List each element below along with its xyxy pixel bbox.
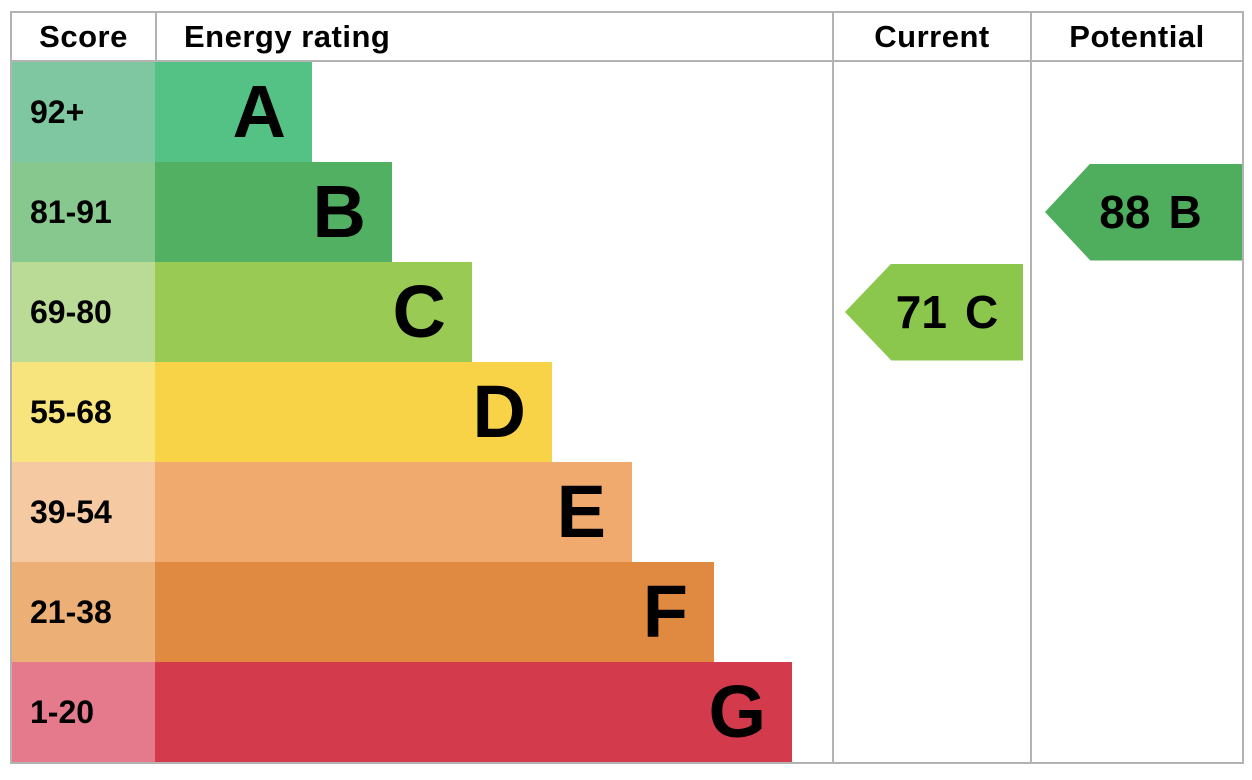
header-row: Score Energy rating Current Potential xyxy=(12,13,1242,62)
current-score-value: 71 xyxy=(895,286,947,338)
band-row-b: 81-91 B 88 B xyxy=(12,162,1242,262)
rating-letter-b: B xyxy=(312,170,366,253)
rating-bar-b: B xyxy=(155,162,392,262)
band-row-e: 39-54 E xyxy=(12,462,1242,562)
potential-cell-a xyxy=(1030,62,1242,162)
rating-bar-c: C xyxy=(155,262,472,362)
score-range-f: 21-38 xyxy=(12,562,155,662)
score-range-e: 39-54 xyxy=(12,462,155,562)
potential-score-value: 88 xyxy=(1099,186,1151,238)
score-range-c: 69-80 xyxy=(12,262,155,362)
energy-rating-column-header: Energy rating xyxy=(155,13,832,60)
rating-bar-g: G xyxy=(155,662,792,762)
rating-cell-c: C xyxy=(155,262,832,362)
potential-band-letter: B xyxy=(1168,186,1202,238)
score-range-g: 1-20 xyxy=(12,662,155,762)
current-cell-e xyxy=(832,462,1030,562)
rating-bar-e: E xyxy=(155,462,632,562)
potential-column-header: Potential xyxy=(1030,13,1242,60)
rating-cell-g: G xyxy=(155,662,832,762)
score-range-a: 92+ xyxy=(12,62,155,162)
rating-letter-g: G xyxy=(708,670,766,753)
current-cell-a xyxy=(832,62,1030,162)
band-row-d: 55-68 D xyxy=(12,362,1242,462)
rating-cell-e: E xyxy=(155,462,832,562)
score-column-header: Score xyxy=(39,18,128,54)
epc-rating-chart: Score Energy rating Current Potential 92… xyxy=(10,11,1244,764)
current-column-header: Current xyxy=(832,13,1030,60)
band-row-c: 69-80 C 71 C xyxy=(12,262,1242,362)
potential-cell-b: 88 B xyxy=(1030,162,1242,262)
current-cell-g xyxy=(832,662,1030,762)
rating-cell-b: B xyxy=(155,162,832,262)
current-rating-arrow: 71 C xyxy=(845,263,1023,361)
current-cell-b xyxy=(832,162,1030,262)
current-cell-d xyxy=(832,362,1030,462)
rating-letter-a: A xyxy=(232,70,286,153)
band-row-a: 92+ A xyxy=(12,62,1242,162)
current-band-letter: C xyxy=(964,286,999,338)
potential-cell-d xyxy=(1030,362,1242,462)
potential-cell-f xyxy=(1030,562,1242,662)
rating-cell-a: A xyxy=(155,62,832,162)
current-cell-c: 71 C xyxy=(832,262,1030,362)
rating-bar-d: D xyxy=(155,362,552,462)
potential-rating-arrow: 88 B xyxy=(1045,163,1242,261)
score-range-d: 55-68 xyxy=(12,362,155,462)
rating-letter-e: E xyxy=(556,470,606,553)
rating-letter-f: F xyxy=(642,570,688,653)
rating-cell-d: D xyxy=(155,362,832,462)
band-row-g: 1-20 G xyxy=(12,662,1242,762)
potential-cell-g xyxy=(1030,662,1242,762)
potential-cell-c xyxy=(1030,262,1242,362)
current-cell-f xyxy=(832,562,1030,662)
rating-bar-a: A xyxy=(155,62,312,162)
rating-cell-f: F xyxy=(155,562,832,662)
rating-letter-d: D xyxy=(472,370,526,453)
rating-letter-c: C xyxy=(392,270,446,353)
rating-bar-f: F xyxy=(155,562,714,662)
score-range-b: 81-91 xyxy=(12,162,155,262)
potential-cell-e xyxy=(1030,462,1242,562)
band-row-f: 21-38 F xyxy=(12,562,1242,662)
